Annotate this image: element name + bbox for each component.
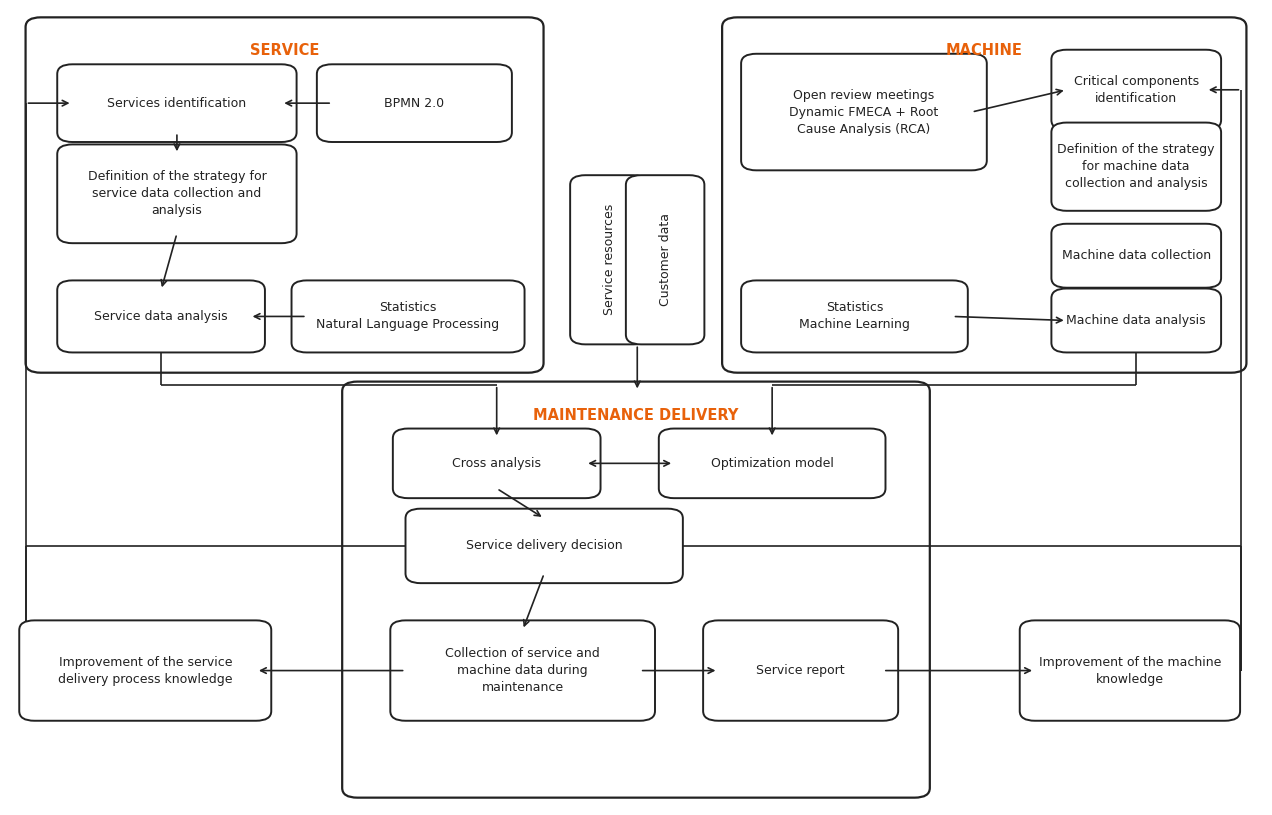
Text: Service delivery decision: Service delivery decision [466, 540, 622, 553]
Text: MAINTENANCE DELIVERY: MAINTENANCE DELIVERY [533, 408, 739, 422]
FancyBboxPatch shape [1052, 224, 1221, 288]
Text: Machine data analysis: Machine data analysis [1066, 314, 1206, 327]
Text: Statistics
Machine Learning: Statistics Machine Learning [799, 302, 909, 332]
FancyBboxPatch shape [1052, 50, 1221, 130]
FancyBboxPatch shape [57, 64, 296, 142]
FancyBboxPatch shape [742, 54, 987, 170]
FancyBboxPatch shape [626, 175, 705, 345]
FancyBboxPatch shape [19, 620, 271, 720]
Text: Service resources: Service resources [603, 204, 616, 315]
FancyBboxPatch shape [342, 381, 930, 798]
Text: Definition of the strategy for
service data collection and
analysis: Definition of the strategy for service d… [88, 170, 266, 218]
Text: Improvement of the machine
knowledge: Improvement of the machine knowledge [1039, 655, 1221, 685]
FancyBboxPatch shape [742, 280, 968, 352]
FancyBboxPatch shape [393, 429, 600, 498]
Text: Definition of the strategy
for machine data
collection and analysis: Definition of the strategy for machine d… [1057, 143, 1215, 190]
FancyBboxPatch shape [25, 17, 543, 372]
Text: Statistics
Natural Language Processing: Statistics Natural Language Processing [317, 302, 500, 332]
FancyBboxPatch shape [1052, 122, 1221, 211]
FancyBboxPatch shape [703, 620, 898, 720]
FancyBboxPatch shape [1020, 620, 1240, 720]
Text: BPMN 2.0: BPMN 2.0 [384, 97, 444, 110]
FancyBboxPatch shape [570, 175, 649, 345]
Text: Improvement of the service
delivery process knowledge: Improvement of the service delivery proc… [59, 655, 233, 685]
Text: Optimization model: Optimization model [711, 457, 833, 470]
Text: Collection of service and
machine data during
maintenance: Collection of service and machine data d… [445, 647, 600, 694]
FancyBboxPatch shape [391, 620, 655, 720]
FancyBboxPatch shape [406, 509, 683, 584]
FancyBboxPatch shape [722, 17, 1247, 372]
FancyBboxPatch shape [317, 64, 511, 142]
Text: Service report: Service report [757, 664, 845, 677]
Text: Cross analysis: Cross analysis [452, 457, 541, 470]
Text: SERVICE: SERVICE [249, 43, 319, 58]
FancyBboxPatch shape [659, 429, 885, 498]
FancyBboxPatch shape [1052, 289, 1221, 352]
FancyBboxPatch shape [57, 280, 265, 352]
Text: Critical components
identification: Critical components identification [1074, 75, 1198, 105]
Text: Service data analysis: Service data analysis [94, 310, 228, 323]
Text: Customer data: Customer data [659, 214, 672, 306]
Text: Machine data collection: Machine data collection [1062, 249, 1211, 262]
Text: MACHINE: MACHINE [946, 43, 1023, 58]
FancyBboxPatch shape [291, 280, 524, 352]
FancyBboxPatch shape [57, 144, 296, 243]
Text: Open review meetings
Dynamic FMECA + Root
Cause Analysis (RCA): Open review meetings Dynamic FMECA + Roo… [790, 89, 939, 135]
Text: Services identification: Services identification [107, 97, 247, 110]
